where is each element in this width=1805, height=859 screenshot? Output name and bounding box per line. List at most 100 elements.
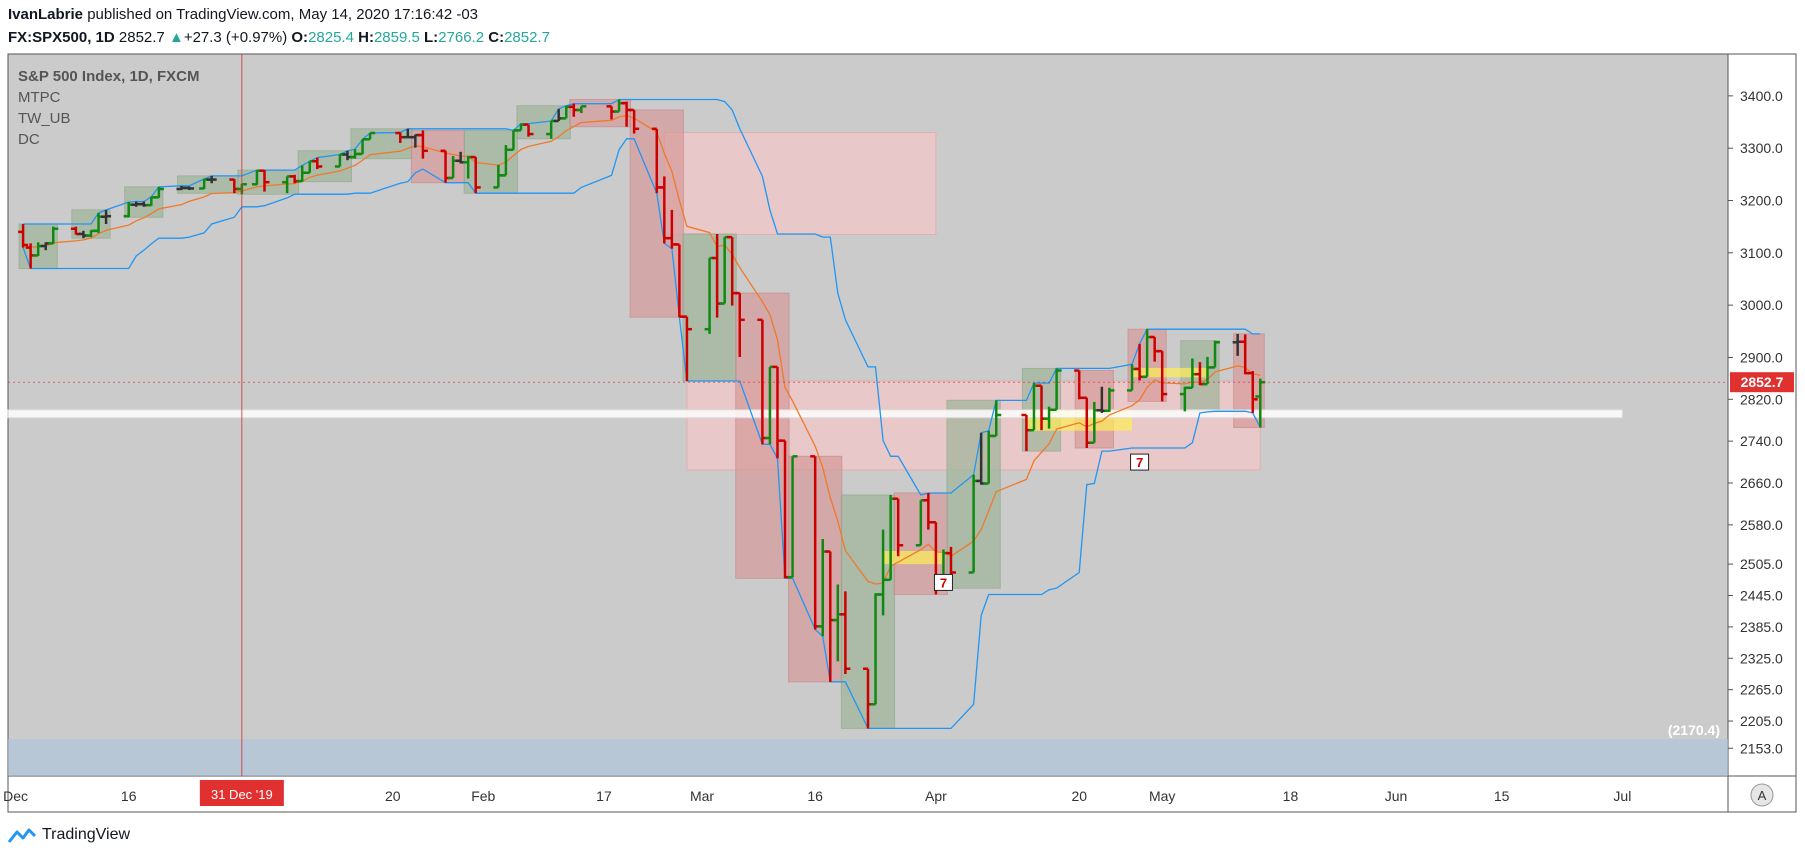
auto-scale-label[interactable]: A — [1758, 788, 1767, 803]
marker-label: 7 — [1136, 455, 1143, 470]
x-tick-label: May — [1149, 788, 1175, 804]
published-text: published on TradingView.com, May 14, 20… — [87, 6, 479, 23]
marker-label: 7 — [940, 575, 947, 590]
x-tick-label: Jun — [1385, 788, 1408, 804]
y-tick-label: 2660.0 — [1740, 475, 1783, 491]
auto-scale-button[interactable] — [1750, 783, 1774, 807]
legend-indicator-mtpc[interactable]: MTPC — [18, 89, 61, 106]
crosshair-date-tag — [199, 780, 284, 806]
x-tick-label: Dec — [3, 788, 28, 804]
low-label: L: — [424, 29, 439, 46]
key-level-band — [7, 409, 1623, 419]
weekly-box — [410, 129, 466, 184]
y-tick-label: 2820.0 — [1740, 391, 1783, 407]
weekly-box — [516, 105, 571, 140]
chart-legend: S&P 500 Index, 1D, FXCM MTPC TW_UB DC — [18, 66, 199, 150]
y-tick-label: 2265.0 — [1740, 682, 1783, 698]
ohlc-bar — [523, 123, 534, 137]
ohlc-header: FX:SPX500, 1D 2852.7 ▲+27.3 (+0.97%) O:2… — [8, 29, 550, 46]
close-label: C: — [488, 29, 505, 46]
legend-title[interactable]: S&P 500 Index, 1D, FXCM — [18, 68, 200, 85]
ohlc-bar — [1247, 371, 1258, 413]
ohlc-bar — [470, 155, 481, 194]
x-tick-label: Mar — [690, 788, 714, 804]
low-value: 2766.2 — [438, 29, 485, 46]
crosshair-date-label: 31 Dec '19 — [211, 787, 273, 802]
weekly-box — [463, 129, 518, 194]
high-value: 2859.5 — [373, 29, 420, 46]
author-name[interactable]: IvanLabrie — [8, 6, 84, 23]
change-value: +27.3 (+0.97%) — [183, 29, 288, 46]
x-tick-label: 20 — [1071, 788, 1087, 804]
y-tick-label: 2153.0 — [1740, 740, 1783, 756]
ohlc-bar — [101, 209, 112, 225]
tradingview-logo-icon — [8, 828, 36, 843]
marker-box — [933, 573, 953, 591]
price-axis-background[interactable] — [1728, 54, 1796, 776]
donchian-lower-line — [22, 138, 1261, 730]
y-tick-label: 2900.0 — [1740, 349, 1783, 365]
ohlc-bar — [1104, 387, 1115, 413]
x-tick-label: 16 — [807, 788, 823, 804]
ohlc-bar — [153, 186, 164, 199]
ohlc-bar — [184, 186, 195, 191]
symbol-label: FX:SPX500, 1D — [8, 29, 115, 46]
y-tick-label: 3000.0 — [1740, 297, 1783, 313]
y-tick-label: 2205.0 — [1740, 713, 1783, 729]
bottom-band — [8, 739, 1728, 776]
ohlc-bar — [840, 591, 851, 674]
brand-name: TradingView — [42, 826, 131, 843]
ohlc-bar — [312, 157, 323, 170]
last-price: 2852.7 — [118, 29, 165, 46]
close-value: 2852.7 — [504, 29, 550, 46]
ohlc-bar — [18, 224, 29, 248]
x-tick-label: Jul — [1613, 788, 1631, 804]
ohlc-bar — [681, 315, 692, 381]
ohlc-bar — [1051, 368, 1062, 412]
supply-zone — [663, 131, 937, 235]
ohlc-bar — [893, 497, 904, 557]
highlight-zone — [883, 551, 944, 565]
ohlc-bar — [576, 105, 587, 114]
ohlc-bar — [259, 169, 270, 192]
high-label: H: — [358, 29, 374, 46]
chart-frame — [7, 53, 1797, 813]
y-tick-label: 2325.0 — [1740, 650, 1783, 666]
ohlc-bar — [734, 291, 745, 357]
x-tick-label: Apr — [925, 788, 947, 804]
ema-line — [22, 114, 1261, 585]
price-tag — [1730, 372, 1794, 393]
x-tick-label: 20 — [385, 788, 401, 804]
y-tick-label: 2385.0 — [1740, 619, 1783, 635]
open-value: 2825.4 — [308, 29, 354, 46]
price-tag-label: 2852.7 — [1741, 374, 1784, 390]
y-tick-label: 3400.0 — [1740, 88, 1783, 104]
y-tick-label: 2740.0 — [1740, 433, 1783, 449]
ohlc-bar — [365, 131, 376, 141]
x-tick-label: Feb — [471, 788, 495, 804]
publish-info: IvanLabrie published on TradingView.com,… — [8, 6, 478, 23]
ohlc-bar — [1157, 349, 1168, 402]
x-tick-label: 17 — [596, 788, 612, 804]
ohlc-bar — [629, 108, 640, 134]
marker-box — [1130, 453, 1150, 471]
ohlc-bar — [787, 455, 798, 579]
highlight-zone — [1132, 367, 1208, 378]
legend-indicator-tw-ub[interactable]: TW_UB — [18, 110, 71, 127]
ohlc-bar — [48, 226, 59, 245]
x-tick-label: 16 — [121, 788, 137, 804]
legend-indicator-dc[interactable]: DC — [18, 131, 40, 148]
y-tick-label: 2445.0 — [1740, 588, 1783, 604]
bottom-band-label: (2170.4) — [1668, 722, 1720, 738]
y-tick-label: 2505.0 — [1740, 556, 1783, 572]
x-tick-label: 18 — [1283, 788, 1299, 804]
y-tick-label: 2580.0 — [1740, 517, 1783, 533]
brand-footer[interactable]: TradingView — [8, 826, 130, 844]
time-axis-background[interactable] — [8, 776, 1796, 812]
y-tick-label: 3200.0 — [1740, 192, 1783, 208]
up-arrow-icon: ▲ — [168, 29, 184, 46]
ohlc-bar — [1210, 340, 1221, 369]
ohlc-bar — [991, 400, 1002, 438]
donchian-upper-line — [23, 98, 1261, 496]
